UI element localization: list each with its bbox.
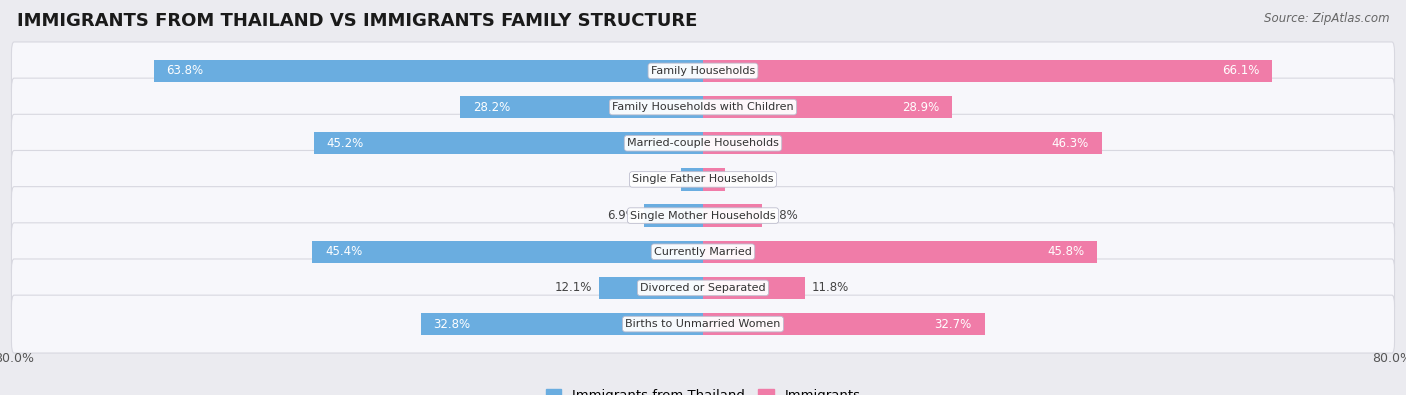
Text: Currently Married: Currently Married <box>654 247 752 257</box>
Text: Divorced or Separated: Divorced or Separated <box>640 283 766 293</box>
Text: Single Mother Households: Single Mother Households <box>630 211 776 220</box>
Bar <box>420 313 703 335</box>
Bar <box>703 60 1272 82</box>
Bar <box>599 277 703 299</box>
Bar <box>644 204 703 227</box>
Text: 66.1%: 66.1% <box>1222 64 1260 77</box>
FancyBboxPatch shape <box>11 42 1395 100</box>
FancyBboxPatch shape <box>11 259 1395 317</box>
Bar <box>703 132 1102 154</box>
FancyBboxPatch shape <box>11 295 1395 353</box>
FancyBboxPatch shape <box>11 78 1395 136</box>
Text: 46.3%: 46.3% <box>1052 137 1088 150</box>
Text: 45.2%: 45.2% <box>326 137 364 150</box>
Text: 28.9%: 28.9% <box>901 101 939 114</box>
Text: 45.4%: 45.4% <box>325 245 363 258</box>
Bar <box>460 96 703 118</box>
Text: IMMIGRANTS FROM THAILAND VS IMMIGRANTS FAMILY STRUCTURE: IMMIGRANTS FROM THAILAND VS IMMIGRANTS F… <box>17 12 697 30</box>
Text: 6.9%: 6.9% <box>607 209 637 222</box>
FancyBboxPatch shape <box>11 187 1395 245</box>
Legend: Immigrants from Thailand, Immigrants: Immigrants from Thailand, Immigrants <box>540 384 866 395</box>
Text: Source: ZipAtlas.com: Source: ZipAtlas.com <box>1264 12 1389 25</box>
Text: 32.8%: 32.8% <box>433 318 471 331</box>
Text: 32.7%: 32.7% <box>935 318 972 331</box>
Text: Married-couple Households: Married-couple Households <box>627 138 779 148</box>
Bar <box>703 204 762 227</box>
Text: 45.8%: 45.8% <box>1047 245 1084 258</box>
Text: Family Households: Family Households <box>651 66 755 76</box>
Text: Family Households with Children: Family Households with Children <box>612 102 794 112</box>
Text: 11.8%: 11.8% <box>811 281 849 294</box>
Bar <box>703 96 952 118</box>
Text: 6.8%: 6.8% <box>769 209 799 222</box>
FancyBboxPatch shape <box>11 150 1395 208</box>
Text: Single Father Households: Single Father Households <box>633 175 773 184</box>
Text: 2.5%: 2.5% <box>731 173 761 186</box>
Text: Births to Unmarried Women: Births to Unmarried Women <box>626 319 780 329</box>
Bar <box>703 313 984 335</box>
Text: 63.8%: 63.8% <box>166 64 204 77</box>
Bar <box>153 60 703 82</box>
Bar <box>682 168 703 191</box>
Bar <box>314 132 703 154</box>
Text: 12.1%: 12.1% <box>554 281 592 294</box>
Text: 28.2%: 28.2% <box>472 101 510 114</box>
Bar <box>703 277 804 299</box>
FancyBboxPatch shape <box>11 223 1395 281</box>
Bar <box>312 241 703 263</box>
Bar <box>703 241 1098 263</box>
FancyBboxPatch shape <box>11 114 1395 172</box>
Text: 2.5%: 2.5% <box>645 173 675 186</box>
Bar <box>703 168 724 191</box>
